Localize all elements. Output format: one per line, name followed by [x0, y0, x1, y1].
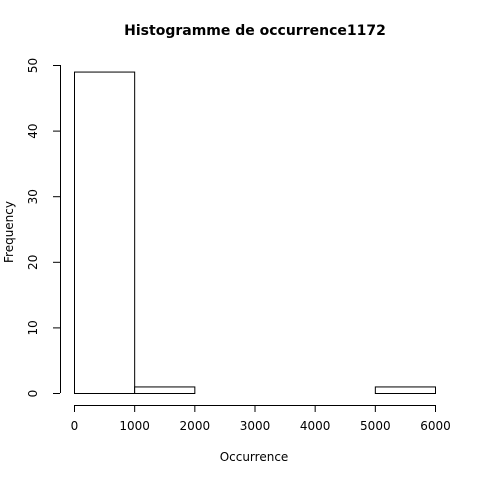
- histogram-bar-5: [374, 386, 437, 395]
- histogram-bar-0: [74, 71, 136, 394]
- histogram-bars: [74, 71, 437, 395]
- x-tick-label-6: 6000: [420, 419, 451, 433]
- chart-title: Histogramme de occurrence1172: [124, 23, 386, 39]
- y-tick-label-1: 10: [26, 320, 40, 335]
- histogram-bar-1: [134, 386, 196, 395]
- x-axis-label: Occurrence: [220, 450, 289, 464]
- y-tick-label-0: 0: [26, 390, 40, 398]
- y-tick-label-4: 40: [26, 123, 40, 138]
- x-tick-label-4: 4000: [300, 419, 331, 433]
- x-tick-label-1: 1000: [119, 419, 150, 433]
- y-axis: 0 10 20 30 40 50: [26, 58, 61, 397]
- y-tick-label-5: 50: [26, 58, 40, 73]
- x-tick-label-5: 5000: [360, 419, 391, 433]
- x-tick-label-0: 0: [71, 419, 79, 433]
- x-tick-label-3: 3000: [240, 419, 271, 433]
- y-axis-label: Frequency: [2, 201, 16, 263]
- x-tick-label-2: 2000: [180, 419, 211, 433]
- y-tick-label-2: 20: [26, 255, 40, 270]
- y-tick-label-3: 30: [26, 189, 40, 204]
- x-axis: 0 1000 2000 3000 4000 5000 6000: [71, 405, 451, 433]
